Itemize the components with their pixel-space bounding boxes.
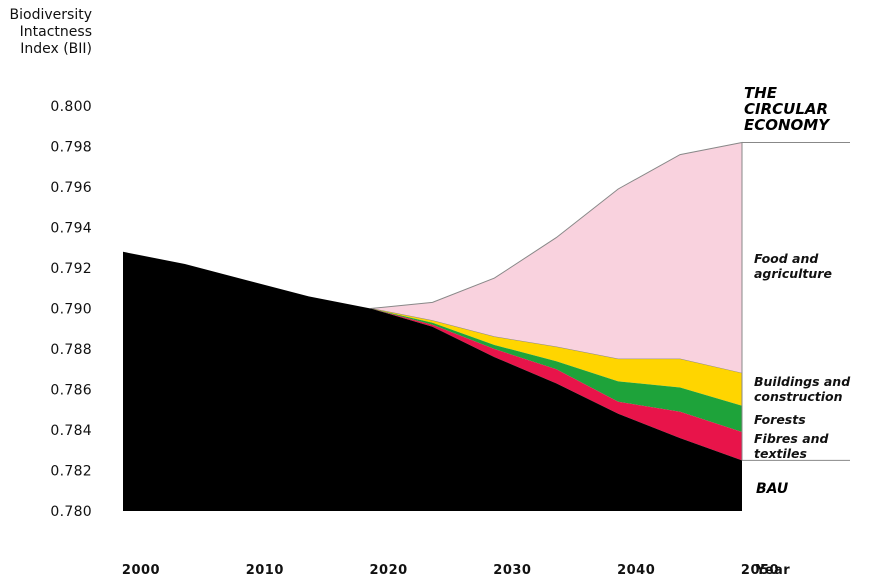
y-axis-label-line-2: Intactness — [20, 24, 92, 40]
area-buildings-and-construction — [370, 308, 742, 406]
label-fibres-line-2: textiles — [754, 446, 807, 461]
label-buildings-line-2: construction — [754, 389, 843, 404]
label-forests: Forests — [754, 412, 806, 427]
x-tick-label: 2000 — [122, 563, 160, 578]
y-tick-label: 0.796 — [50, 180, 92, 196]
y-tick-label: 0.780 — [50, 504, 92, 520]
label-food-line-1: Food and — [754, 251, 819, 266]
x-tick-label: 2040 — [617, 563, 655, 578]
label-fibres-line-1: Fibres and — [754, 431, 830, 446]
x-axis-ticks: 2000 2010 2020 2030 2040 2050 — [122, 563, 779, 578]
y-tick-label: 0.792 — [50, 261, 92, 277]
x-tick-label: 2010 — [246, 563, 284, 578]
area-forests — [370, 308, 742, 432]
title-line-3: ECONOMY — [744, 116, 831, 134]
y-axis-label-line-1: Biodiversity — [10, 7, 92, 23]
x-tick-label: 2030 — [493, 563, 531, 578]
y-tick-label: 0.782 — [50, 464, 92, 480]
stacked-areas — [123, 141, 743, 512]
title-line-2: CIRCULAR — [744, 100, 828, 118]
x-tick-label: 2050 — [741, 563, 779, 578]
y-tick-label: 0.800 — [50, 99, 92, 115]
reference-lines — [741, 141, 850, 461]
title-line-1: THE — [744, 84, 778, 102]
y-axis-label-line-3: Index (BII) — [20, 41, 92, 57]
x-axis-label: Year — [755, 563, 790, 578]
x-tick-label: 2020 — [370, 563, 408, 578]
y-tick-label: 0.784 — [50, 423, 92, 439]
y-tick-label: 0.794 — [50, 221, 92, 237]
label-buildings-line-1: Buildings and — [754, 374, 851, 389]
y-tick-label: 0.786 — [50, 383, 92, 399]
area-bau — [123, 251, 742, 512]
label-food-line-2: agriculture — [754, 266, 832, 281]
label-bau: BAU — [756, 481, 789, 497]
y-axis-ticks: 0.780 0.782 0.784 0.786 0.788 0.790 0.792 0.794… — [50, 99, 92, 520]
y-tick-label: 0.788 — [50, 342, 92, 358]
y-tick-label: 0.790 — [50, 302, 92, 318]
area-fibres-and-textiles — [370, 308, 742, 461]
y-tick-label: 0.798 — [50, 140, 92, 156]
